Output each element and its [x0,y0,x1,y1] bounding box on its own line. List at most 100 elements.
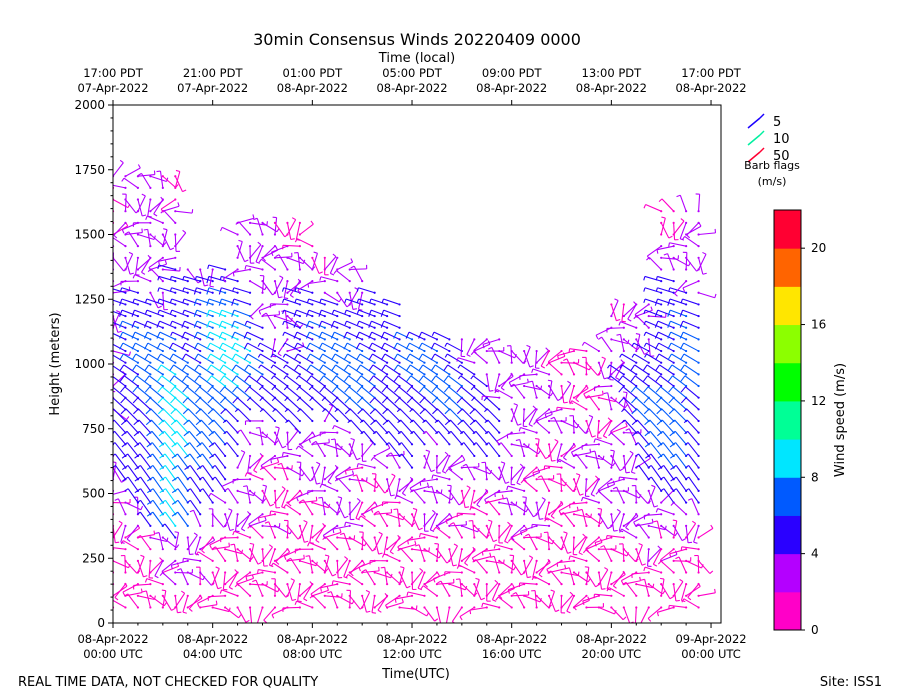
wind-barb [471,548,488,562]
wind-barb-origin [174,175,177,178]
wind-barb-flag [140,505,144,510]
wind-barb [339,532,351,551]
wind-barb-flag [621,408,625,413]
wind-barb-staff [370,309,388,317]
wind-barb-staff [432,474,450,480]
wind-barb-origin [286,268,289,271]
wind-barb-origin [398,489,401,493]
wind-barb-flag [113,430,115,434]
wind-barb-staff [349,595,361,610]
wind-barb-flag [484,499,488,504]
wind-barb [132,375,152,388]
wind-barb [131,331,152,341]
wind-barb [144,309,164,318]
wind-barb-staff [473,579,480,596]
wind-barb-staff [299,408,313,422]
wind-barb-flag [397,419,401,424]
wind-barb-flag [595,490,600,495]
wind-barb-origin [286,280,289,283]
wind-barb-origin [286,326,289,329]
wind-barb-staff [337,261,353,270]
wind-barb-staff [238,221,251,235]
wind-barb-origin [311,606,314,609]
wind-barb-staff [434,364,450,375]
wind-barb [119,298,140,306]
wind-barb-flag [562,352,566,357]
wind-barb [282,244,301,250]
wind-barb [556,559,576,567]
wind-barb [298,524,309,543]
wind-barb-origin [323,419,326,423]
wind-barb-origin [410,349,414,353]
wind-barb [244,375,264,388]
wind-barb-staff [274,315,292,323]
wind-barb-origin [547,548,551,551]
wind-barb-origin [535,513,538,516]
wind-barb [318,309,339,318]
wind-barb-staff [511,350,524,364]
wind-barb-staff [202,488,214,503]
wind-barb-flag [551,459,556,462]
wind-barb-flag [171,511,179,517]
wind-barb [473,577,480,597]
wind-barb-flag [121,229,125,234]
wind-barb-origin [211,524,214,527]
wind-barb-origin [348,571,351,574]
wind-barb-flag [362,569,367,573]
wind-barb-staff [283,309,301,317]
wind-barb-origin [348,501,351,504]
wind-barb-staff [310,583,326,595]
wind-barb-origin [174,268,177,271]
wind-barb-flag [100,349,103,351]
wind-barb-flag [368,353,373,361]
wind-barb-flag [228,542,231,547]
wind-barb-flag [516,482,521,486]
wind-barb-flag [397,546,401,551]
wind-barb [361,478,380,489]
wind-barb-origin [485,559,488,562]
wind-barb [445,468,463,481]
wind-barb [193,342,214,353]
wind-barb [518,426,538,434]
wind-barb-flag [182,558,184,563]
wind-barb-origin [473,513,476,516]
wind-barb-flag [131,342,136,350]
wind-barb [132,221,152,227]
wind-barb [120,524,127,544]
wind-barb-origin [336,373,339,376]
wind-barb [113,237,127,248]
wind-barb-flag [473,350,477,354]
wind-barb-origin [635,489,638,493]
wind-barb-staff [248,513,263,525]
wind-barb-origin [547,594,551,597]
wind-barb [418,342,439,353]
wind-barb-flag [121,442,128,448]
wind-barb-origin [261,548,264,551]
wind-barb-flag [398,453,403,457]
wind-barb-staff [287,397,301,410]
wind-barb-flag [161,589,166,592]
wind-barb-flag [343,364,349,372]
wind-barb [113,349,131,356]
wind-barb-staff [274,490,277,508]
wind-barb [597,419,602,439]
wind-barb-flag [134,476,141,482]
wind-barb-flag [300,444,304,448]
wind-barb-origin [410,501,414,504]
wind-barb-origin [124,548,127,551]
wind-barb-flag [119,364,125,372]
wind-barb [510,591,530,597]
wind-barb-origin [498,513,501,516]
wind-barb-staff [249,222,267,226]
wind-barb [563,358,576,376]
wind-barb-staff [236,386,251,399]
wind-barb-flag [449,522,454,526]
wind-barb-flag [385,605,389,609]
wind-barb-origin [199,361,202,364]
wind-barb-origin [597,419,601,423]
wind-barb-staff [283,320,301,329]
wind-barb-staff [299,467,311,482]
wind-barb-flag [183,442,191,448]
wind-barb-staff [346,309,363,317]
wind-barb [327,466,339,485]
